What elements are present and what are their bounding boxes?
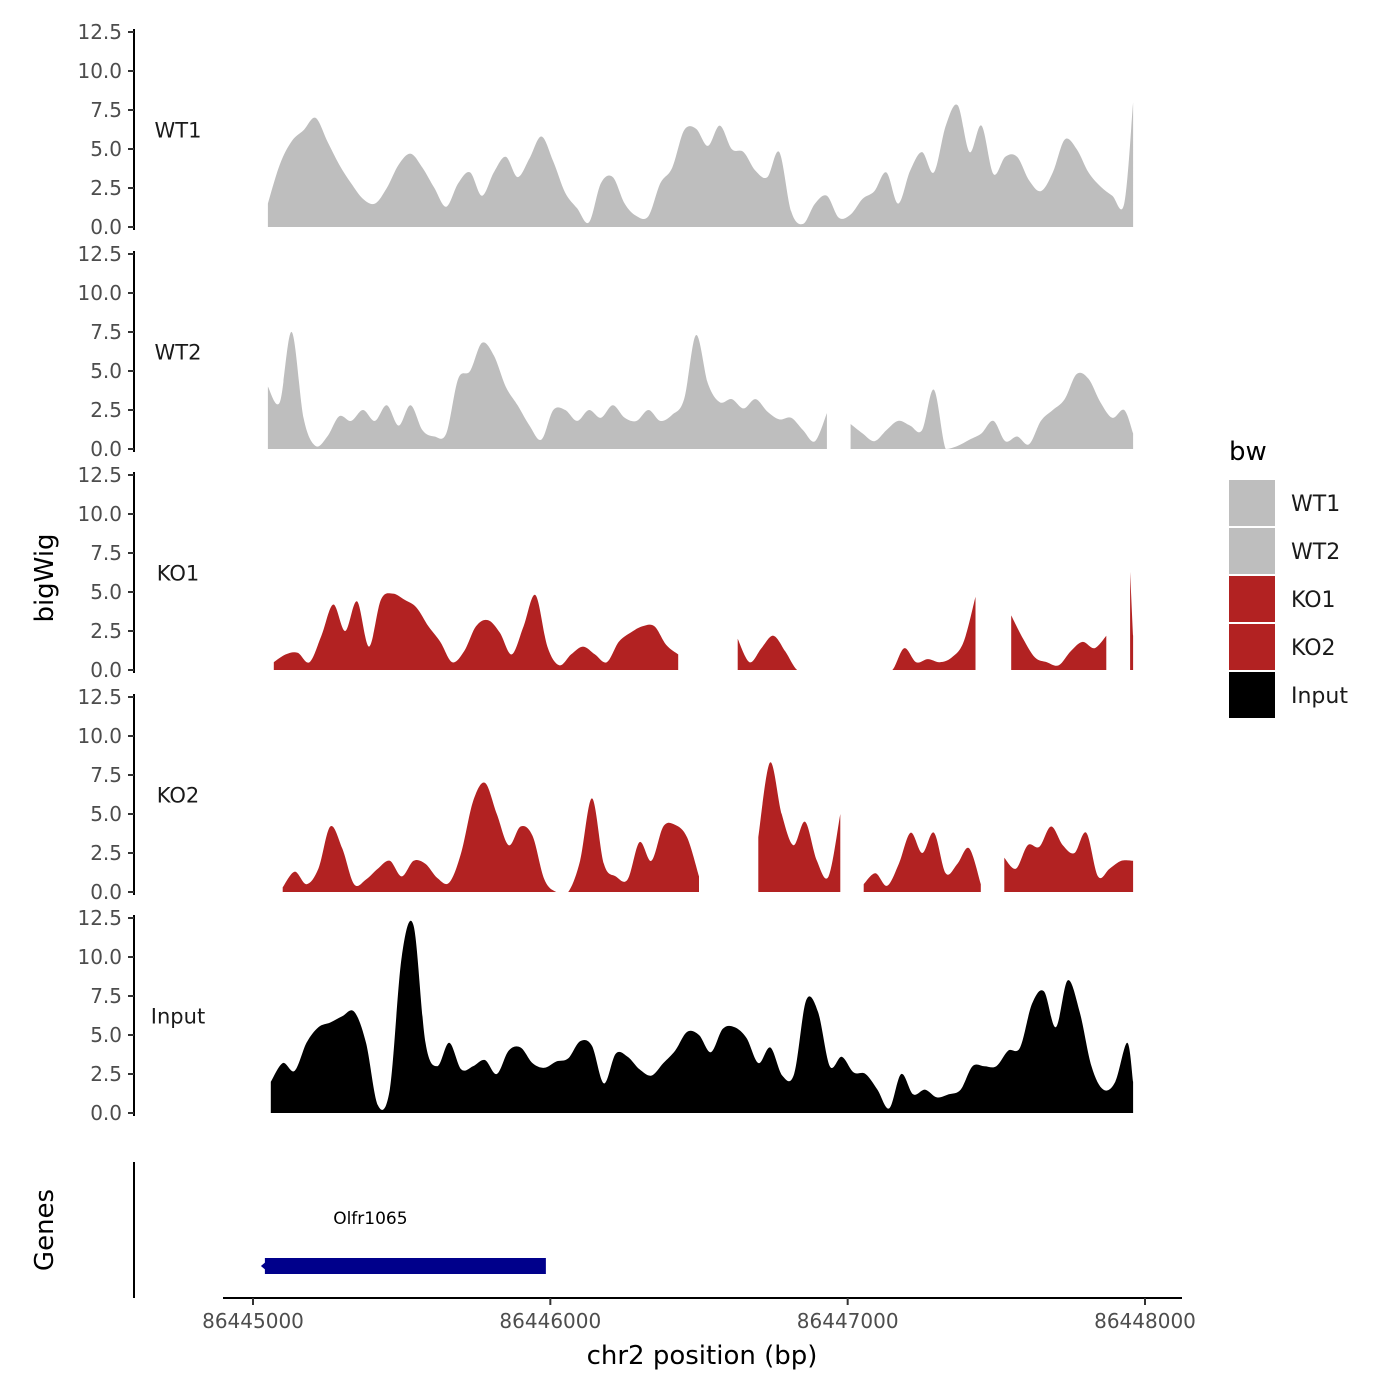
y-tick-label: 0.0 bbox=[90, 658, 122, 682]
gene-label: Olfr1065 bbox=[333, 1209, 407, 1229]
y-tick-label: 2.5 bbox=[90, 398, 122, 422]
legend-swatch bbox=[1229, 528, 1275, 574]
y-tick-label: 0.0 bbox=[90, 880, 122, 904]
y-tick-label: 12.5 bbox=[77, 463, 122, 487]
x-axis-title: chr2 position (bp) bbox=[587, 1341, 818, 1371]
y-tick-label: 12.5 bbox=[77, 685, 122, 709]
legend-label: KO2 bbox=[1291, 636, 1336, 661]
track-label: KO2 bbox=[157, 784, 200, 808]
y-tick-label: 10.0 bbox=[77, 724, 122, 748]
legend-swatch bbox=[1229, 576, 1275, 622]
coverage-area-wt2 bbox=[850, 372, 1134, 449]
legend-label: KO1 bbox=[1291, 588, 1336, 613]
y-axis-title: bigWig bbox=[30, 533, 60, 622]
coverage-area-ko2 bbox=[758, 762, 841, 892]
coverage-area-ko2 bbox=[282, 782, 699, 892]
legend-items: WT1 WT2 KO1 KO2 Input bbox=[1229, 480, 1348, 718]
coverage-area-ko1 bbox=[1011, 615, 1107, 670]
y-tick-label: 10.0 bbox=[77, 281, 122, 305]
track-wt2: 0.0 2.5 5.0 7.5 10.0 12.5 WT2 bbox=[77, 242, 1134, 461]
track-label: KO1 bbox=[157, 562, 200, 586]
genes-axis-title: Genes bbox=[30, 1189, 60, 1271]
legend-title: bw bbox=[1229, 437, 1267, 467]
y-tick-label: 2.5 bbox=[90, 841, 122, 865]
x-tick-label: 86447000 bbox=[797, 1309, 899, 1333]
coverage-area-ko1 bbox=[1130, 571, 1134, 670]
y-tick-label: 2.5 bbox=[90, 176, 122, 200]
y-tick-label: 7.5 bbox=[90, 541, 122, 565]
y-tick-label: 10.0 bbox=[77, 502, 122, 526]
legend-label: WT1 bbox=[1291, 492, 1340, 517]
legend-swatch bbox=[1229, 672, 1275, 718]
track-label: WT2 bbox=[155, 341, 202, 365]
coverage-area-wt1 bbox=[267, 102, 1134, 227]
y-tick-label: 12.5 bbox=[77, 906, 122, 930]
coverage-area-input bbox=[270, 920, 1134, 1113]
y-tick-label: 5.0 bbox=[90, 802, 122, 826]
track-ko2: 0.0 2.5 5.0 7.5 10.0 12.5 KO2 bbox=[77, 685, 1134, 904]
x-axis: 86445000 86446000 86447000 86448000 bbox=[202, 1297, 1196, 1333]
coverage-area-ko2 bbox=[863, 832, 981, 892]
y-tick-label: 12.5 bbox=[77, 20, 122, 44]
track-label: WT1 bbox=[155, 119, 202, 143]
y-tick-label: 10.0 bbox=[77, 59, 122, 83]
track-ko1: 0.0 2.5 5.0 7.5 10.0 12.5 KO1 bbox=[77, 463, 1134, 682]
y-tick-label: 12.5 bbox=[77, 242, 122, 266]
y-tick-label: 2.5 bbox=[90, 619, 122, 643]
y-tick-label: 5.0 bbox=[90, 1023, 122, 1047]
legend-label: Input bbox=[1291, 684, 1348, 709]
track-label: Input bbox=[151, 1005, 205, 1029]
x-tick-label: 86445000 bbox=[202, 1309, 304, 1333]
legend: bw WT1 WT2 KO1 KO2 Input bbox=[1229, 437, 1348, 718]
y-tick-label: 0.0 bbox=[90, 215, 122, 239]
y-tick-label: 0.0 bbox=[90, 1101, 122, 1125]
legend-swatch bbox=[1229, 624, 1275, 670]
genes-panel: Genes Olfr1065 bbox=[30, 1162, 546, 1298]
gene-strand-arrow bbox=[260, 1261, 267, 1271]
legend-swatch bbox=[1229, 480, 1275, 526]
gene-features: Olfr1065 bbox=[260, 1209, 546, 1274]
y-tick-label: 2.5 bbox=[90, 1062, 122, 1086]
coverage-tracks: 0.0 2.5 5.0 7.5 10.0 12.5 WT1 0.0 2.5 5.0 7.5 10.0 1… bbox=[77, 20, 1134, 1125]
y-tick-label: 5.0 bbox=[90, 580, 122, 604]
coverage-area-wt2 bbox=[267, 331, 827, 449]
y-tick-label: 7.5 bbox=[90, 763, 122, 787]
y-tick-label: 0.0 bbox=[90, 437, 122, 461]
gene-bar bbox=[264, 1258, 546, 1274]
y-tick-label: 5.0 bbox=[90, 359, 122, 383]
legend-label: WT2 bbox=[1291, 540, 1340, 565]
track-wt1: 0.0 2.5 5.0 7.5 10.0 12.5 WT1 bbox=[77, 20, 1134, 239]
y-tick-label: 7.5 bbox=[90, 984, 122, 1008]
coverage-area-ko2 bbox=[1004, 826, 1134, 892]
x-tick-label: 86448000 bbox=[1094, 1309, 1196, 1333]
y-tick-label: 7.5 bbox=[90, 98, 122, 122]
coverage-area-ko1 bbox=[737, 596, 976, 670]
y-tick-label: 7.5 bbox=[90, 320, 122, 344]
track-input: 0.0 2.5 5.0 7.5 10.0 12.5 Input bbox=[77, 906, 1134, 1125]
coverage-area-ko1 bbox=[273, 593, 679, 670]
y-tick-label: 5.0 bbox=[90, 137, 122, 161]
x-tick-label: 86446000 bbox=[499, 1309, 601, 1333]
y-tick-label: 10.0 bbox=[77, 945, 122, 969]
